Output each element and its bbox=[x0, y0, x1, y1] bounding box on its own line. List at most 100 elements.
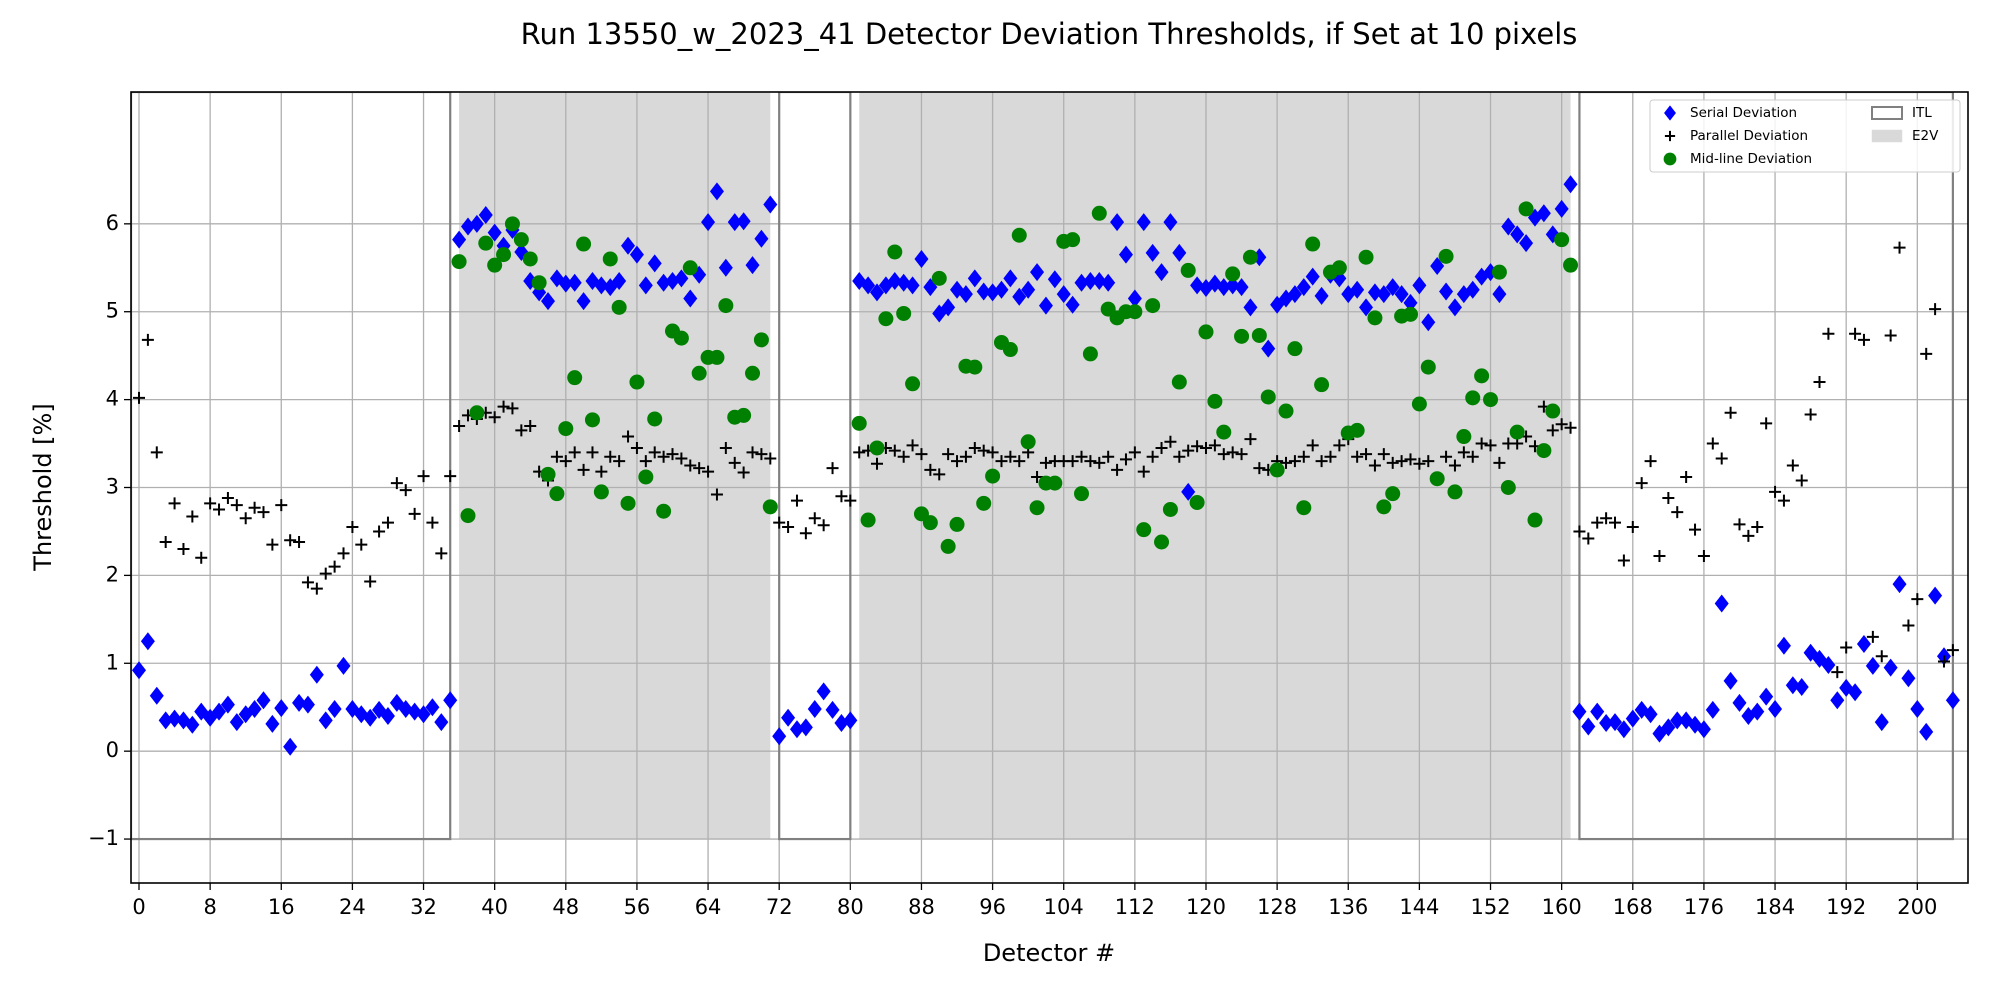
parallel-point bbox=[719, 441, 732, 454]
parallel-point bbox=[737, 466, 750, 479]
parallel-point bbox=[1440, 450, 1453, 463]
serial-point bbox=[594, 276, 609, 295]
serial-point bbox=[914, 249, 929, 268]
serial-point bbox=[976, 282, 991, 301]
x-tick-label: 48 bbox=[552, 895, 579, 919]
serial-point bbox=[1919, 722, 1934, 741]
midline-point bbox=[736, 407, 752, 423]
parallel-point bbox=[1235, 448, 1248, 461]
parallel-point bbox=[319, 567, 332, 580]
midline-point bbox=[1065, 232, 1081, 248]
midline-point bbox=[540, 466, 556, 482]
parallel-point bbox=[1769, 485, 1782, 498]
serial-point bbox=[772, 727, 787, 746]
midline-point bbox=[1456, 429, 1472, 445]
region-outline bbox=[1578, 92, 1954, 841]
parallel-point bbox=[577, 463, 590, 476]
midline-point bbox=[1465, 390, 1481, 406]
parallel-point bbox=[1448, 459, 1461, 472]
parallel-point bbox=[835, 490, 848, 503]
parallel-point bbox=[337, 547, 350, 560]
parallel-point bbox=[1075, 450, 1088, 463]
serial-point bbox=[274, 699, 289, 718]
parallel-point bbox=[1191, 440, 1204, 453]
serial-point bbox=[1519, 234, 1534, 253]
parallel-point bbox=[1093, 456, 1106, 469]
parallel-point bbox=[1128, 446, 1141, 459]
legend-swatch bbox=[1871, 106, 1903, 120]
serial-point bbox=[745, 256, 760, 275]
serial-point bbox=[1554, 199, 1569, 218]
serial-point bbox=[1705, 700, 1720, 719]
parallel-point bbox=[1857, 333, 1870, 346]
parallel-point bbox=[364, 575, 377, 588]
parallel-point bbox=[1164, 435, 1177, 448]
y-tick-label: 2 bbox=[106, 562, 119, 586]
serial-point bbox=[1412, 276, 1427, 295]
serial-point bbox=[1581, 717, 1596, 736]
parallel-point bbox=[524, 419, 537, 432]
parallel-point bbox=[1644, 455, 1657, 468]
midline-point bbox=[496, 247, 512, 263]
serial-point bbox=[1110, 213, 1125, 232]
serial-point bbox=[1367, 283, 1382, 302]
midline-point bbox=[1207, 393, 1223, 409]
midline-point bbox=[1047, 475, 1063, 491]
parallel-point bbox=[1413, 457, 1426, 470]
parallel-point bbox=[435, 547, 448, 560]
midline-point bbox=[1020, 434, 1036, 450]
legend-label: Parallel Deviation bbox=[1690, 128, 1808, 144]
parallel-point bbox=[168, 497, 181, 510]
parallel-point bbox=[1351, 450, 1364, 463]
region-shaded bbox=[859, 92, 1571, 840]
serial-point bbox=[576, 292, 591, 311]
serial-point bbox=[1910, 699, 1925, 718]
parallel-point bbox=[1822, 327, 1835, 340]
midline-point bbox=[1305, 236, 1321, 252]
serial-point bbox=[1261, 339, 1276, 358]
parallel-point bbox=[1004, 450, 1017, 463]
serial-point bbox=[1083, 271, 1098, 290]
serial-point bbox=[1118, 245, 1133, 264]
midline-point bbox=[576, 236, 592, 252]
midline-point bbox=[1225, 266, 1241, 282]
serial-point bbox=[363, 708, 378, 727]
midline-point bbox=[1545, 403, 1561, 419]
parallel-point bbox=[1368, 459, 1381, 472]
parallel-point bbox=[1146, 450, 1159, 463]
serial-point bbox=[1492, 285, 1507, 304]
parallel-point bbox=[1582, 532, 1595, 545]
serial-point bbox=[1465, 280, 1480, 299]
x-tick-label: 144 bbox=[1399, 895, 1439, 919]
parallel-point bbox=[675, 452, 688, 465]
serial-point bbox=[683, 289, 698, 308]
parallel-point bbox=[195, 551, 208, 564]
parallel-point bbox=[1111, 463, 1124, 476]
serial-point bbox=[1394, 285, 1409, 304]
parallel-point bbox=[924, 463, 937, 476]
midline-point bbox=[1091, 205, 1107, 221]
x-tick-label: 184 bbox=[1755, 895, 1795, 919]
x-tick-label: 168 bbox=[1613, 895, 1653, 919]
parallel-point bbox=[1929, 303, 1942, 316]
parallel-point bbox=[1466, 450, 1479, 463]
parallel-point bbox=[951, 455, 964, 468]
midline-point bbox=[1518, 201, 1534, 217]
serial-point bbox=[941, 298, 956, 317]
serial-point bbox=[416, 705, 431, 724]
parallel-point bbox=[1119, 453, 1132, 466]
parallel-point bbox=[968, 441, 981, 454]
serial-point bbox=[1305, 267, 1320, 286]
x-tick-label: 192 bbox=[1826, 895, 1866, 919]
x-tick-label: 120 bbox=[1186, 895, 1226, 919]
midline-point bbox=[745, 365, 761, 381]
parallel-point bbox=[764, 452, 777, 465]
midline-point bbox=[682, 260, 698, 276]
midline-point bbox=[1402, 306, 1418, 322]
serial-point bbox=[1163, 213, 1178, 232]
parallel-point bbox=[293, 535, 306, 548]
x-tick-label: 40 bbox=[481, 895, 508, 919]
y-axis-label: Threshold [%] bbox=[29, 403, 57, 571]
serial-point bbox=[1127, 289, 1142, 308]
serial-point bbox=[709, 182, 724, 201]
